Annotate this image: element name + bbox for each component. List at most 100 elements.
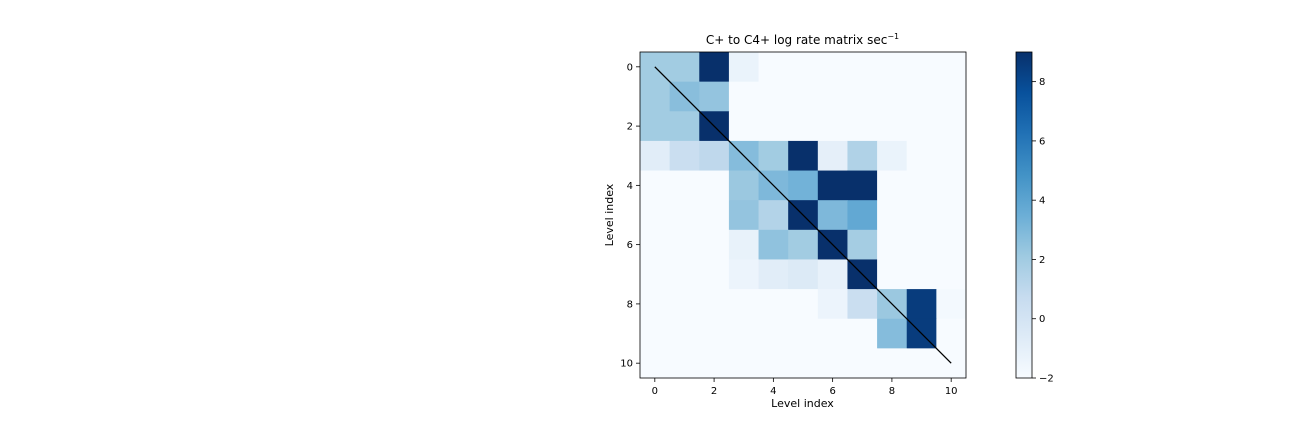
heatmap-cell [758,200,789,231]
x-tick-label: 2 [711,386,717,397]
heatmap-cell [669,140,700,171]
colorbar-tick-label: 8 [1039,77,1045,88]
heatmap-cell [669,111,700,142]
diagonal-line [654,66,952,364]
colorbar-ticks: −2 0 2 4 6 8 [1032,77,1054,385]
heatmap-cell [936,170,967,201]
x-tick-label: 0 [652,386,658,397]
heatmap-cell [877,81,908,112]
heatmap-cell [936,200,967,231]
heatmap-cell [640,289,671,320]
heatmap-cell [788,348,819,379]
heatmap-cell [640,229,671,260]
heatmap-cell [877,140,908,171]
heatmap-cell [817,289,848,320]
heatmap-cell [847,52,878,83]
y-axis-label: Level index [603,183,616,246]
y-tick-label: 10 [620,359,633,370]
heatmap-cell [758,81,789,112]
colorbar [1015,51,1033,379]
heatmap-cell [699,348,730,379]
heatmap-cell [877,200,908,231]
heatmap-cell [669,170,700,201]
heatmap-cell [788,318,819,349]
y-axis: 0 2 4 6 8 10 [620,62,640,370]
heatmap-cell [906,200,937,231]
x-tick-label: 10 [945,386,958,397]
heatmap-cell [847,318,878,349]
heatmap-cell [936,81,967,112]
heatmap-cell [728,52,759,83]
heatmap-cell [669,289,700,320]
heatmap-cell [817,52,848,83]
heatmap-cell [640,81,671,112]
heatmap-cell [847,289,878,320]
heatmap-cell [817,140,848,171]
heatmap-cell [936,259,967,290]
heatmap-cell [758,111,789,142]
heatmap-cell [906,111,937,142]
heatmap-cell [699,229,730,260]
heatmap-cell [936,229,967,260]
x-tick-label: 4 [770,386,776,397]
heatmap-cell [758,259,789,290]
heatmap-cell [669,200,700,231]
heatmap-cell [788,229,819,260]
heatmap-cell [817,111,848,142]
heatmap-cell [728,318,759,349]
heatmap-cell [699,259,730,290]
heatmap-cell [877,229,908,260]
y-tick-label: 2 [627,122,633,133]
heatmap-cell [817,318,848,349]
heatmap-cell [640,200,671,231]
x-tick-label: 6 [829,386,835,397]
heatmap-cell [906,289,937,320]
heatmap-cell [906,140,937,171]
heatmap-cell [817,259,848,290]
heatmap-cell [788,52,819,83]
heatmap-cell [669,348,700,379]
heatmap-cells [640,52,967,379]
heatmap-cell [728,289,759,320]
heatmap-cell [906,229,937,260]
heatmap-cell [699,52,730,83]
heatmap-cell [699,289,730,320]
heatmap-cell [847,200,878,231]
heatmap-cell [699,81,730,112]
heatmap-cell [877,348,908,379]
heatmap-cell [847,170,878,201]
heatmap-cell [758,348,789,379]
heatmap-cell [906,52,937,83]
heatmap-cell [817,200,848,231]
heatmap-cell [817,170,848,201]
heatmap-cell [758,318,789,349]
x-axis: 0 2 4 6 8 10 [652,378,958,397]
y-tick-label: 4 [627,181,633,192]
heatmap-cell [728,259,759,290]
heatmap-cell [758,52,789,83]
heatmap-cell [758,140,789,171]
heatmap-cell [906,348,937,379]
plot-frame [639,51,967,379]
y-tick-label: 6 [627,240,633,251]
heatmap-cell [877,259,908,290]
colorbar-tick-label: −2 [1039,374,1054,385]
heatmap-cell [640,318,671,349]
heatmap-cell [669,318,700,349]
heatmap-cell [847,348,878,379]
heatmap-cell [817,348,848,379]
heatmap-cell [936,140,967,171]
heatmap-cell [788,111,819,142]
heatmap-cell [847,229,878,260]
heatmap-cell [669,52,700,83]
heatmap-cell [847,140,878,171]
heatmap-cell [906,259,937,290]
chart-title: C+ to C4+ log rate matrix sec−1 [706,32,899,47]
heatmap-cell [817,81,848,112]
heatmap-cell [936,52,967,83]
heatmap-cell [788,259,819,290]
heatmap-cell [699,140,730,171]
heatmap-cell [936,318,967,349]
heatmap-cell [788,289,819,320]
